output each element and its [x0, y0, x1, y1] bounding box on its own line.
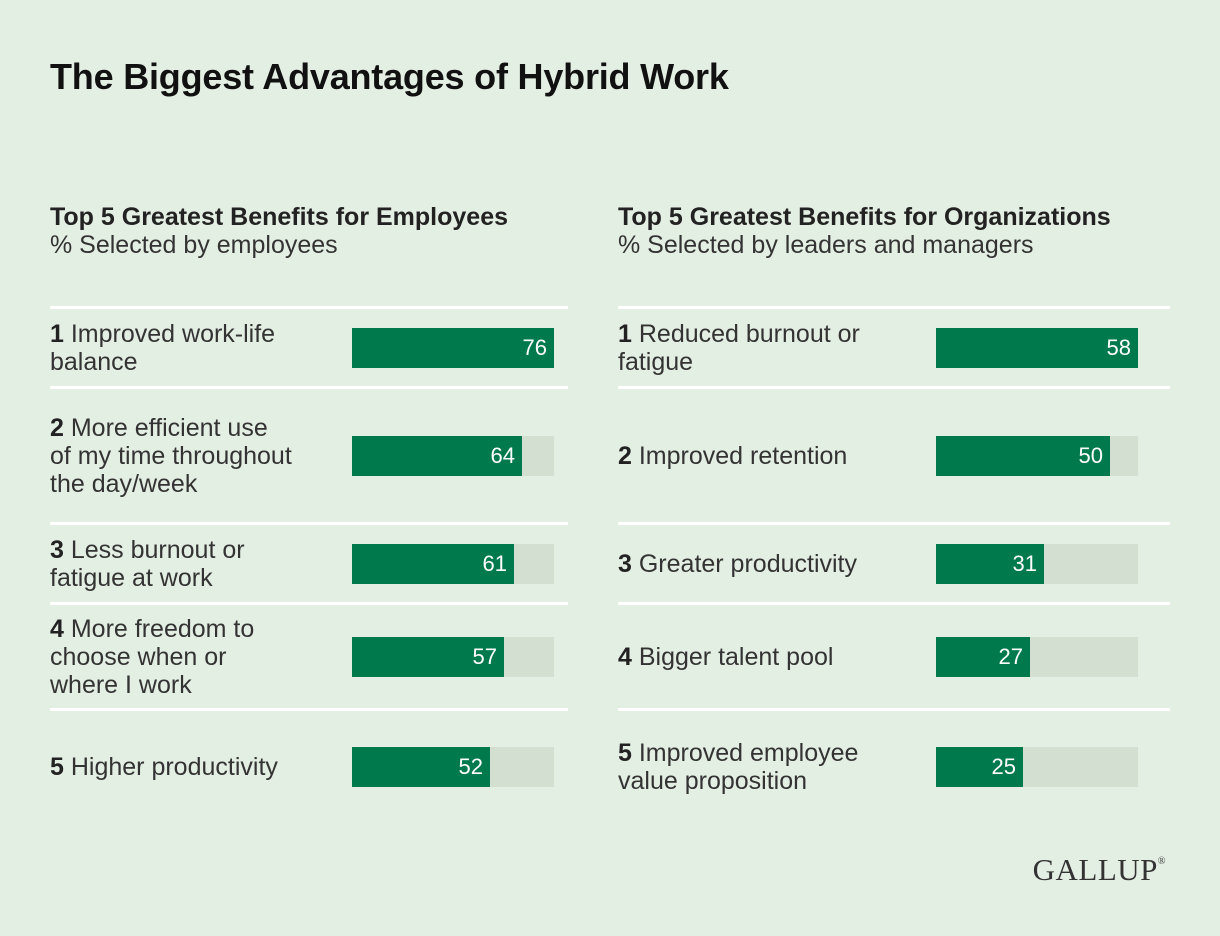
- bar-value-label: 52: [458, 754, 483, 779]
- bar-value-label: 50: [1078, 442, 1103, 468]
- bar-rank: 3: [50, 535, 64, 564]
- bar-label: 5 Higher productivity: [50, 753, 295, 781]
- bar-value-label: 58: [1106, 334, 1131, 360]
- bar-value-label: 57: [472, 643, 497, 669]
- bar-label: 3 Greater productivity: [618, 550, 863, 578]
- bar-row: 4 More freedom to choose when or where I…: [50, 605, 568, 711]
- bar-track: 27: [936, 636, 1138, 677]
- bar-row: 4 Bigger talent pool 27: [618, 605, 1170, 711]
- bar: 76: [352, 327, 554, 368]
- bar-category: Bigger talent pool: [638, 642, 834, 671]
- bar-label: 2 Improved retention: [618, 442, 863, 470]
- employees-panel-title: Top 5 Greatest Benefits for Employees: [50, 203, 508, 231]
- employees-panel-header: Top 5 Greatest Benefits for Employees % …: [50, 203, 568, 306]
- bar-value-label: 25: [991, 754, 1016, 779]
- bar-rank: 4: [618, 642, 632, 671]
- bar-row: 3 Greater productivity 31: [618, 525, 1170, 605]
- bar: 27: [936, 636, 1030, 677]
- bar-value-label: 31: [1012, 550, 1037, 576]
- bar: 58: [936, 327, 1138, 368]
- bar: 57: [352, 636, 504, 677]
- bar-rank: 1: [618, 319, 632, 348]
- bar-track: 76: [352, 327, 554, 368]
- bar-category: Reduced burnout or fatigue: [618, 319, 860, 376]
- bar-row: 3 Less burnout or fatigue at work 61: [50, 525, 568, 605]
- bar-rank: 5: [618, 739, 632, 767]
- bar-category: Improved employee value proposition: [618, 739, 859, 795]
- bar-row: 5 Higher productivity 52: [50, 711, 568, 823]
- employees-panel-subtitle: % Selected by employees: [50, 231, 338, 259]
- gallup-logo: GALLUP®: [1033, 852, 1166, 888]
- organizations-bar-list: 1 Reduced burnout or fatigue 58 2 Improved…: [618, 306, 1170, 823]
- bar-value-label: 64: [490, 442, 515, 468]
- bar-row: 1 Reduced burnout or fatigue 58: [618, 309, 1170, 389]
- bar-rank: 2: [50, 413, 64, 442]
- bar-category: More freedom to choose when or where I w…: [50, 614, 255, 699]
- bar-track: 58: [936, 327, 1138, 368]
- bar-rank: 1: [50, 319, 64, 348]
- bar-row: 2 Improved retention 50: [618, 389, 1170, 525]
- bar: 64: [352, 435, 522, 476]
- bar-row: 1 Improved work-life balance 76: [50, 309, 568, 389]
- bar-track: 50: [936, 435, 1138, 476]
- bar-label: 4 More freedom to choose when or where I…: [50, 615, 295, 699]
- bar-label: 3 Less burnout or fatigue at work: [50, 536, 295, 592]
- registered-mark: ®: [1157, 856, 1166, 867]
- bar-label: 5 Improved employee value proposition: [618, 739, 863, 795]
- bar-category: Greater productivity: [638, 549, 857, 578]
- bar-value-label: 27: [998, 643, 1023, 669]
- gallup-logo-text: GALLUP: [1032, 852, 1158, 887]
- bar-label: 2 More efficient use of my time througho…: [50, 414, 295, 498]
- bar: 31: [936, 543, 1044, 584]
- organizations-panel-header: Top 5 Greatest Benefits for Organization…: [618, 203, 1170, 306]
- bar-category: Less burnout or fatigue at work: [50, 535, 245, 592]
- bar-track: 31: [936, 543, 1138, 584]
- bar-track: 25: [936, 747, 1138, 787]
- bar-track: 61: [352, 543, 554, 584]
- bar-category: More efficient use of my time throughout…: [50, 413, 292, 498]
- bar-track: 52: [352, 747, 554, 787]
- bar-track: 64: [352, 435, 554, 476]
- bar: 52: [352, 747, 490, 787]
- bar-rank: 2: [618, 441, 632, 470]
- bar-category: Improved work-life balance: [50, 319, 276, 376]
- bar-label: 4 Bigger talent pool: [618, 643, 863, 671]
- bar-row: 5 Improved employee value proposition 25: [618, 711, 1170, 823]
- bar-rank: 5: [50, 753, 64, 781]
- bar-row: 2 More efficient use of my time througho…: [50, 389, 568, 525]
- bar: 25: [936, 747, 1023, 787]
- employees-bar-list: 1 Improved work-life balance 76 2 More eff…: [50, 306, 568, 823]
- employees-panel: Top 5 Greatest Benefits for Employees % …: [50, 203, 568, 823]
- bar: 50: [936, 435, 1110, 476]
- bar-value-label: 76: [522, 334, 547, 360]
- bar-rank: 3: [618, 549, 632, 578]
- bar-category: Improved retention: [638, 441, 848, 470]
- organizations-panel-title: Top 5 Greatest Benefits for Organization…: [618, 203, 1111, 231]
- bar-category: Higher productivity: [70, 753, 278, 781]
- bar-value-label: 61: [482, 550, 507, 576]
- bar: 61: [352, 543, 514, 584]
- bar-track: 57: [352, 636, 554, 677]
- organizations-panel: Top 5 Greatest Benefits for Organization…: [618, 203, 1170, 823]
- organizations-panel-subtitle: % Selected by leaders and managers: [618, 231, 1034, 259]
- bar-label: 1 Improved work-life balance: [50, 320, 295, 376]
- bar-label: 1 Reduced burnout or fatigue: [618, 320, 863, 376]
- chart-title: The Biggest Advantages of Hybrid Work: [50, 56, 729, 97]
- bar-rank: 4: [50, 614, 64, 643]
